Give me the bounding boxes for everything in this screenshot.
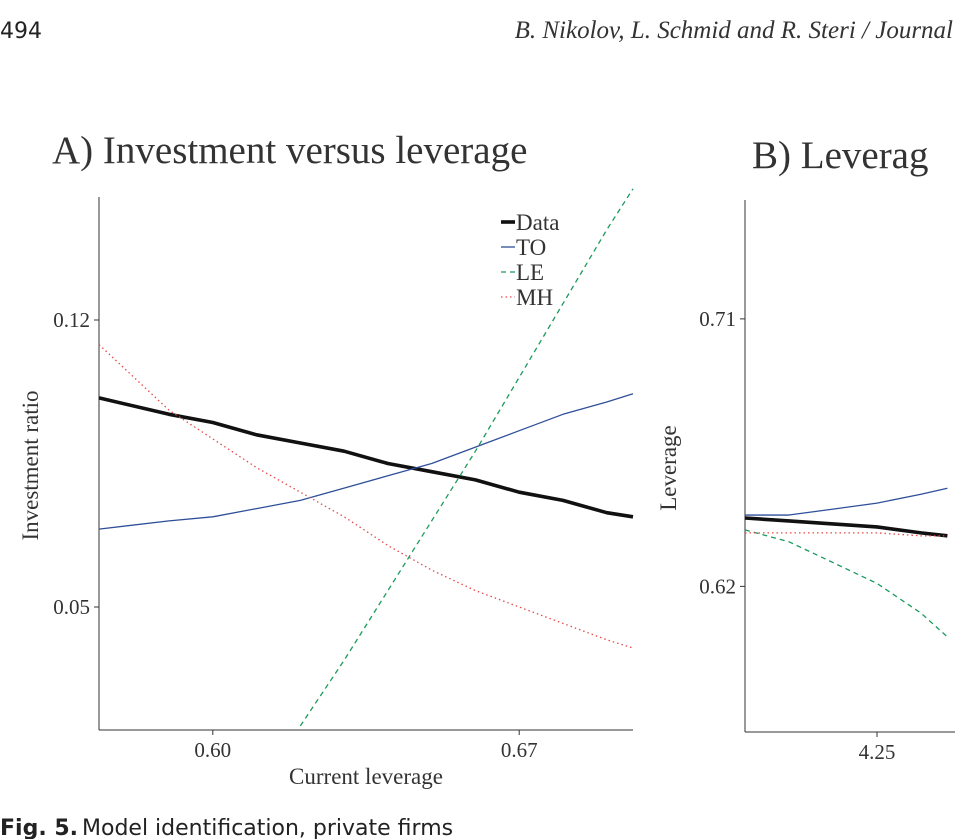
- series-line: [744, 516, 948, 538]
- y-tick-label: 0.62: [699, 574, 736, 598]
- caption-label: Fig. 5.: [0, 816, 78, 839]
- series-line: [98, 393, 634, 530]
- y-tick-label: 0.71: [699, 307, 736, 331]
- series-line: [745, 487, 948, 516]
- x-axis-label: Current leverage: [289, 764, 443, 789]
- series-line: [745, 532, 948, 537]
- x-tick-label: 0.60: [194, 738, 231, 762]
- y-tick-label: 0.12: [53, 308, 90, 332]
- y-axis-label: Investment ratio: [18, 390, 43, 540]
- series-line: [299, 188, 634, 727]
- x-tick-label: 0.67: [501, 738, 538, 762]
- y-axis-label: Leverage: [656, 425, 681, 511]
- running-header: B. Nikolov, L. Schmid and R. Steri / Jou…: [515, 17, 953, 44]
- legend-label: TO: [516, 235, 546, 260]
- caption-text: Model identification, private firms: [82, 816, 453, 839]
- chart-title: A) Investment versus leverage: [52, 129, 527, 172]
- legend-label: MH: [516, 285, 553, 310]
- series-line: [744, 529, 948, 638]
- series-line: [98, 344, 634, 649]
- series-line: [98, 396, 634, 519]
- chart-title: B) Leverag: [752, 134, 929, 177]
- y-tick-label: 0.05: [53, 595, 90, 619]
- x-tick-label: 4.25: [859, 740, 896, 764]
- legend-label: Data: [516, 210, 559, 235]
- page-number: 494: [0, 19, 42, 44]
- legend-label: LE: [516, 260, 544, 285]
